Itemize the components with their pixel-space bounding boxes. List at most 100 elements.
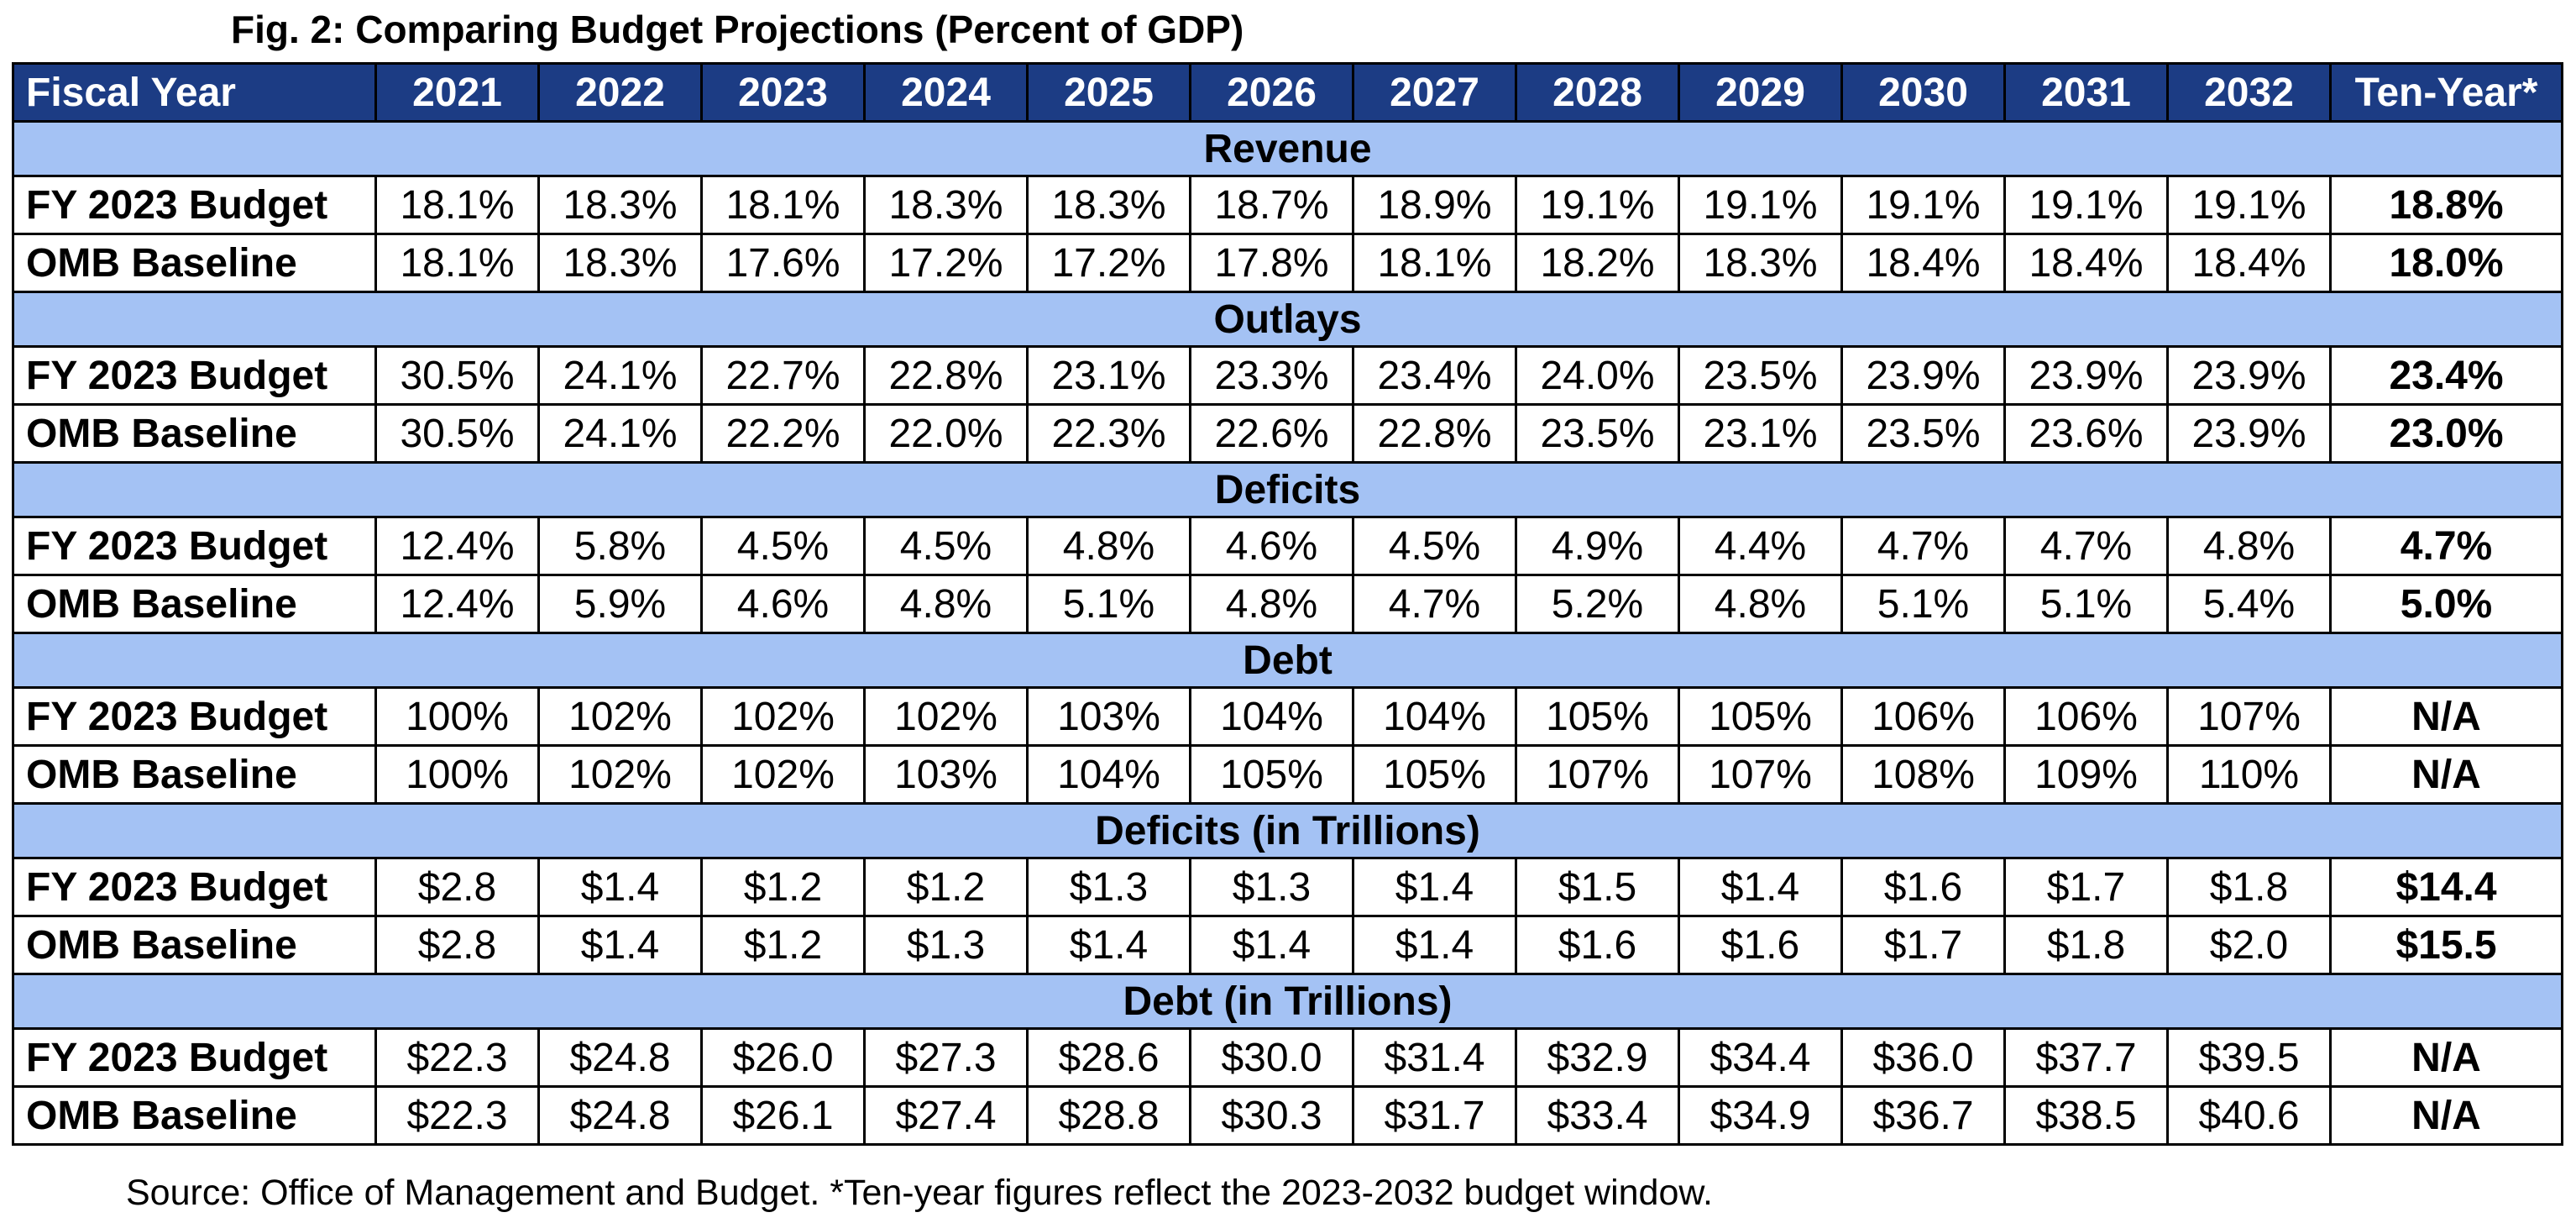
value-cell: $34.4 [1678, 1027, 1843, 1088]
value-cell: $2.8 [374, 915, 540, 975]
value-cell: $36.0 [1840, 1027, 2006, 1088]
data-row: FY 2023 Budget 100% 102% 102% 102% 103% 104% 10… [12, 686, 2563, 747]
data-row: FY 2023 Budget 12.4% 5.8% 4.5% 4.5% 4.8% 4.6% 4… [12, 516, 2563, 576]
row-label: FY 2023 Budget [12, 345, 377, 406]
value-cell: 12.4% [374, 574, 540, 634]
header-cell: 2022 [537, 62, 703, 123]
value-cell: 18.7% [1189, 175, 1354, 235]
value-cell: 17.2% [1026, 233, 1191, 293]
value-cell: 107% [1678, 744, 1843, 805]
value-cell: $1.4 [1352, 915, 1517, 975]
section-row: Deficits (in Trillions) [12, 802, 2563, 859]
value-cell: 23.5% [1840, 403, 2006, 464]
data-row: OMB Baseline 100% 102% 102% 103% 104% 105% 105%… [12, 744, 2563, 805]
section-row: Deficits [12, 461, 2563, 518]
value-cell: $37.7 [2003, 1027, 2169, 1088]
value-cell: 104% [1352, 686, 1517, 747]
data-row: OMB Baseline $2.8 $1.4 $1.2 $1.3 $1.4 $1.4 $1.4… [12, 915, 2563, 975]
budget-table: Fiscal Year 2021 2022 2023 2024 2025 2026 2027 2… [12, 62, 2563, 1146]
value-cell: $40.6 [2166, 1085, 2332, 1146]
value-cell: 23.5% [1678, 345, 1843, 406]
value-cell: $1.8 [2003, 915, 2169, 975]
value-cell: 18.8% [2329, 175, 2563, 235]
header-cell: Ten-Year* [2329, 62, 2563, 123]
value-cell: 18.1% [374, 175, 540, 235]
value-cell: 4.7% [1352, 574, 1517, 634]
section-row: Outlays [12, 291, 2563, 348]
value-cell: 4.8% [1678, 574, 1843, 634]
value-cell: 23.9% [2003, 345, 2169, 406]
header-cell: 2027 [1352, 62, 1517, 123]
value-cell: N/A [2329, 686, 2563, 747]
value-cell: $1.2 [863, 857, 1029, 917]
value-cell: 23.1% [1678, 403, 1843, 464]
header-cell: 2021 [374, 62, 540, 123]
row-label: FY 2023 Budget [12, 175, 377, 235]
value-cell: 103% [863, 744, 1029, 805]
header-cell: 2032 [2166, 62, 2332, 123]
value-cell: 107% [1515, 744, 1680, 805]
value-cell: 22.3% [1026, 403, 1191, 464]
value-cell: $26.0 [700, 1027, 866, 1088]
value-cell: $27.4 [863, 1085, 1029, 1146]
value-cell: 4.8% [1189, 574, 1354, 634]
value-cell: 17.8% [1189, 233, 1354, 293]
value-cell: 12.4% [374, 516, 540, 576]
header-cell: 2023 [700, 62, 866, 123]
value-cell: $15.5 [2329, 915, 2563, 975]
data-row: OMB Baseline 18.1% 18.3% 17.6% 17.2% 17.2% 17.… [12, 233, 2563, 293]
value-cell: 102% [700, 686, 866, 747]
value-cell: N/A [2329, 1085, 2563, 1146]
value-cell: 5.1% [1840, 574, 2006, 634]
value-cell: 108% [1840, 744, 2006, 805]
value-cell: $24.8 [537, 1027, 703, 1088]
value-cell: 5.4% [2166, 574, 2332, 634]
value-cell: 18.4% [1840, 233, 2006, 293]
value-cell: $1.7 [1840, 915, 2006, 975]
value-cell: $1.5 [1515, 857, 1680, 917]
value-cell: 19.1% [2166, 175, 2332, 235]
value-cell: 22.8% [863, 345, 1029, 406]
value-cell: $1.8 [2166, 857, 2332, 917]
value-cell: 30.5% [374, 345, 540, 406]
value-cell: 4.6% [700, 574, 866, 634]
value-cell: 22.2% [700, 403, 866, 464]
value-cell: 19.1% [1515, 175, 1680, 235]
value-cell: 23.6% [2003, 403, 2169, 464]
value-cell: 23.1% [1026, 345, 1191, 406]
value-cell: 23.9% [2166, 403, 2332, 464]
value-cell: 100% [374, 744, 540, 805]
section-row: Debt (in Trillions) [12, 973, 2563, 1030]
value-cell: 24.1% [537, 403, 703, 464]
value-cell: 106% [1840, 686, 2006, 747]
data-row: FY 2023 Budget 18.1% 18.3% 18.1% 18.3% 18.3% 1… [12, 175, 2563, 235]
value-cell: 18.1% [1352, 233, 1517, 293]
value-cell: $14.4 [2329, 857, 2563, 917]
header-cell: Fiscal Year [12, 62, 377, 123]
value-cell: 18.4% [2003, 233, 2169, 293]
value-cell: 102% [700, 744, 866, 805]
value-cell: $30.0 [1189, 1027, 1354, 1088]
footer-note: Source: Office of Management and Budget.… [126, 1173, 1714, 1213]
section-title: Deficits [12, 461, 2563, 518]
value-cell: 19.1% [2003, 175, 2169, 235]
data-row: FY 2023 Budget 30.5% 24.1% 22.7% 22.8% 23.1% 2… [12, 345, 2563, 406]
header-cell: 2030 [1840, 62, 2006, 123]
value-cell: 105% [1678, 686, 1843, 747]
value-cell: 5.1% [1026, 574, 1191, 634]
value-cell: $22.3 [374, 1085, 540, 1146]
value-cell: $24.8 [537, 1085, 703, 1146]
value-cell: 4.5% [1352, 516, 1517, 576]
value-cell: $30.3 [1189, 1085, 1354, 1146]
row-label: OMB Baseline [12, 233, 377, 293]
value-cell: $22.3 [374, 1027, 540, 1088]
value-cell: 4.4% [1678, 516, 1843, 576]
value-cell: $36.7 [1840, 1085, 2006, 1146]
value-cell: $39.5 [2166, 1027, 2332, 1088]
value-cell: 4.7% [2003, 516, 2169, 576]
value-cell: $1.6 [1515, 915, 1680, 975]
value-cell: $31.4 [1352, 1027, 1517, 1088]
value-cell: 19.1% [1840, 175, 2006, 235]
value-cell: 104% [1026, 744, 1191, 805]
value-cell: 23.4% [1352, 345, 1517, 406]
